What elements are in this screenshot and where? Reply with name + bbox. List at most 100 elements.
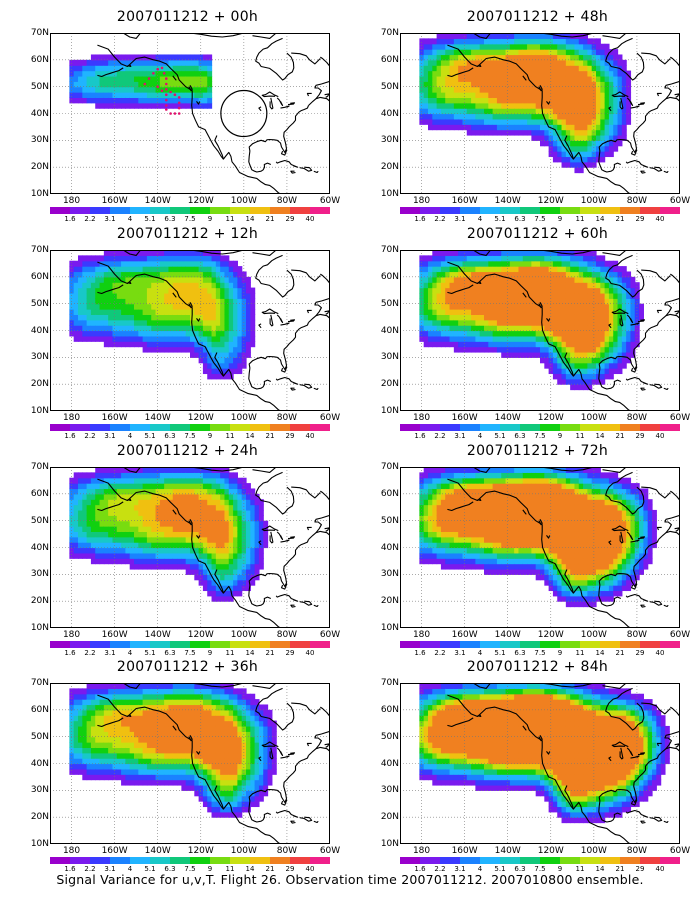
variance-cell (215, 330, 221, 337)
observation-point (165, 88, 168, 91)
variance-cell (466, 319, 472, 326)
variance-cell (432, 118, 438, 125)
variance-cell (202, 276, 208, 283)
variance-cell (146, 97, 152, 104)
variance-cell (428, 271, 433, 278)
variance-cell (69, 742, 75, 748)
variance-cell (224, 477, 230, 484)
variance-cell (233, 720, 238, 727)
variance-cell (211, 368, 217, 375)
variance-cell (99, 314, 105, 321)
variance-cell (237, 477, 243, 484)
variance-cell (501, 43, 507, 50)
variance-cell (185, 330, 191, 337)
colorbar-label: 40 (305, 432, 315, 440)
variance-cell (78, 260, 83, 267)
variance-cell (220, 758, 226, 765)
variance-cell (220, 276, 226, 283)
variance-cell (228, 752, 234, 759)
variance-cell (475, 341, 481, 348)
variance-cell (496, 124, 502, 131)
variance-cell (224, 720, 230, 727)
variance-cell (90, 92, 96, 98)
variance-cell (78, 531, 83, 538)
variance-cell (224, 271, 230, 278)
colorbar-swatch (190, 207, 210, 214)
variance-cell (142, 319, 148, 326)
variance-cell (146, 499, 152, 506)
variance-cell (522, 102, 528, 109)
colorbar-swatch (130, 207, 150, 214)
variance-cell (263, 704, 269, 711)
variance-cell (475, 43, 481, 50)
variance-cell (258, 795, 264, 802)
variance-cell (600, 65, 606, 72)
variance-cell (129, 758, 135, 765)
variance-cell (596, 43, 601, 50)
coastline-segment (291, 269, 321, 282)
variance-cell (155, 271, 161, 278)
variance-cell (142, 314, 148, 321)
variance-cell (479, 33, 485, 39)
variance-cell (578, 161, 584, 168)
variance-cell (228, 488, 234, 495)
variance-cell (194, 467, 200, 473)
variance-cell (134, 54, 139, 61)
variance-cell (202, 472, 208, 479)
variance-cell (121, 477, 126, 484)
variance-cell (578, 124, 584, 131)
variance-cell (207, 768, 213, 775)
variance-cell (151, 542, 157, 549)
variance-cell (548, 86, 554, 93)
variance-cell (608, 124, 614, 131)
variance-cell (185, 520, 191, 527)
variance-cell (177, 250, 182, 256)
variance-cell (177, 742, 182, 748)
variance-cell (578, 59, 584, 66)
variance-cell (95, 467, 101, 473)
variance-cell (121, 314, 126, 321)
variance-cell (86, 499, 92, 506)
variance-field (69, 467, 269, 602)
variance-cell (207, 314, 213, 321)
variance-cell (509, 325, 515, 332)
variance-cell (190, 330, 195, 337)
variance-cell (172, 563, 178, 570)
variance-cell (198, 287, 204, 294)
variance-cell (172, 683, 178, 689)
variance-cell (211, 758, 217, 765)
variance-cell (621, 134, 627, 141)
variance-cell (604, 86, 610, 93)
variance-cell (237, 531, 243, 538)
variance-cell (475, 113, 481, 120)
variance-cell (479, 287, 485, 294)
variance-cell (587, 156, 593, 163)
variance-cell (492, 102, 498, 109)
variance-cell (445, 33, 451, 39)
variance-cell (445, 97, 451, 104)
variance-cell (125, 542, 131, 549)
variance-cell (207, 709, 213, 716)
variance-cell (565, 118, 571, 125)
variance-cell (78, 86, 83, 93)
variance-cell (185, 335, 191, 342)
variance-cell (250, 325, 256, 332)
variance-cell (565, 54, 571, 61)
variance-cell (565, 49, 571, 56)
variance-cell (552, 341, 558, 348)
variance-cell (621, 75, 627, 82)
variance-cell (155, 319, 161, 326)
variance-cell (228, 579, 234, 586)
variance-cell (484, 118, 489, 125)
variance-cell (215, 590, 221, 597)
variance-cell (531, 113, 537, 120)
variance-cell (237, 309, 243, 315)
variance-cell (475, 292, 481, 299)
variance-cell (146, 563, 152, 570)
variance-cell (73, 699, 79, 706)
variance-cell (531, 49, 537, 56)
variance-cell (164, 699, 170, 706)
variance-cell (220, 509, 226, 516)
variance-cell (155, 330, 161, 337)
colorbar-label: 7.5 (184, 215, 196, 223)
